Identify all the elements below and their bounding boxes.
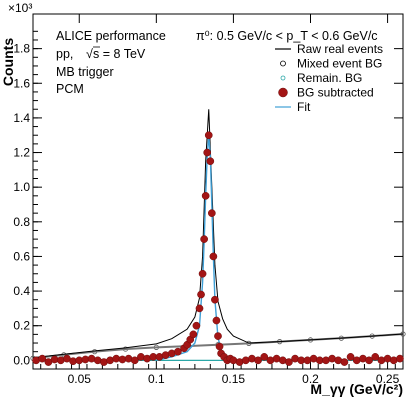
y-tick-label: 0.0 bbox=[13, 353, 30, 367]
annotation-system-prefix: pp, bbox=[56, 47, 73, 61]
bg-subtracted-point bbox=[215, 342, 224, 351]
legend-label: Raw real events bbox=[297, 42, 383, 56]
plot-frame bbox=[32, 13, 404, 370]
bg-subtracted-point bbox=[38, 354, 47, 363]
bg-subtracted-point bbox=[214, 332, 222, 340]
x-axis-title: M_γγ (GeV/c²) bbox=[310, 381, 403, 397]
bg-subtracted-point bbox=[211, 295, 219, 304]
y-tick-label: 1.6 bbox=[13, 76, 30, 90]
legend-marker bbox=[280, 75, 286, 81]
y-tick-label: 0.8 bbox=[13, 215, 30, 229]
y-tick-label: 1.8 bbox=[13, 42, 30, 56]
bg-subtracted-point bbox=[285, 358, 293, 366]
y-tick-label: 1.0 bbox=[13, 180, 30, 194]
y-tick-label: 1.2 bbox=[13, 146, 30, 160]
bg-subtracted-point bbox=[200, 235, 208, 243]
bg-subtracted-point bbox=[346, 353, 355, 361]
annotation-trigger: MB trigger bbox=[56, 65, 114, 79]
series-layer bbox=[30, 109, 406, 366]
bg-subtracted-point bbox=[197, 290, 205, 299]
x-tick-label: 0.1 bbox=[148, 372, 165, 386]
bg-subtracted-point bbox=[371, 353, 380, 361]
annotation-collaboration: ALICE performance bbox=[56, 29, 166, 43]
bg-subtracted-point bbox=[212, 316, 221, 325]
legend-marker bbox=[278, 87, 288, 98]
bg-subtracted-point bbox=[192, 321, 201, 330]
bg-subtracted-point bbox=[189, 330, 198, 339]
bg-subtracted-point bbox=[340, 358, 349, 366]
legend-label: Remain. BG bbox=[297, 71, 362, 85]
axis-ticks: 0.05 0.1 0.15 0.2 0.25 0.0 0.2 0.4 0.6 0.8 1.0 1.2 1… bbox=[13, 14, 403, 386]
bg-subtracted-point bbox=[207, 209, 216, 217]
x-tick-label: 0.2 bbox=[302, 372, 319, 386]
bg-subtracted-point bbox=[254, 356, 262, 365]
y-axis-title: Counts bbox=[0, 38, 16, 86]
bg-subtracted-point bbox=[195, 304, 204, 313]
bg-subtracted-point bbox=[365, 356, 373, 365]
annotation-system: pp, √ s = 8 TeV bbox=[56, 46, 146, 61]
x-tick-label: 0.25 bbox=[376, 372, 400, 386]
bg-subtracted-point bbox=[204, 131, 213, 140]
bg-subtracted-point bbox=[203, 148, 212, 157]
legend-marker bbox=[280, 60, 286, 67]
annotation-method: PCM bbox=[56, 82, 84, 96]
bg-subtracted-point bbox=[174, 347, 182, 356]
bg-subtracted-point bbox=[396, 354, 404, 363]
bg-subtracted-point bbox=[209, 252, 218, 261]
legend-entry: Remain. BG bbox=[280, 71, 362, 85]
bg-subtracted-point bbox=[130, 356, 139, 365]
bg-subtracted-point bbox=[260, 353, 269, 361]
y-tick-label: 0.6 bbox=[13, 249, 30, 263]
legend-entry: Mixed event BG bbox=[280, 57, 382, 71]
legend-label: Fit bbox=[297, 100, 311, 114]
bg-subtracted-point bbox=[198, 269, 207, 278]
y-tick-label: 0.2 bbox=[13, 319, 30, 333]
bg-subtracted-point bbox=[206, 157, 215, 166]
annotation-energy: s = 8 TeV bbox=[93, 47, 146, 61]
sqrt-symbol: √ bbox=[86, 47, 93, 61]
legend-label: BG subtracted bbox=[297, 86, 374, 100]
y-tick-label: 0.4 bbox=[13, 284, 30, 298]
legend-entry: Raw real events bbox=[275, 42, 383, 56]
y-tick-label: 1.4 bbox=[13, 111, 30, 125]
bg-subtracted-point bbox=[201, 191, 210, 200]
legend-label: Mixed event BG bbox=[297, 57, 382, 71]
y-exponent-label: ×10³ bbox=[8, 1, 32, 15]
x-tick-label: 0.05 bbox=[68, 372, 92, 386]
x-tick-label: 0.15 bbox=[222, 372, 246, 386]
annotation-pt-range: π⁰: 0.5 GeV/c < p_T < 0.6 GeV/c bbox=[196, 29, 378, 43]
legend-entry: BG subtracted bbox=[278, 86, 374, 100]
legend-entry: Fit bbox=[275, 100, 311, 114]
